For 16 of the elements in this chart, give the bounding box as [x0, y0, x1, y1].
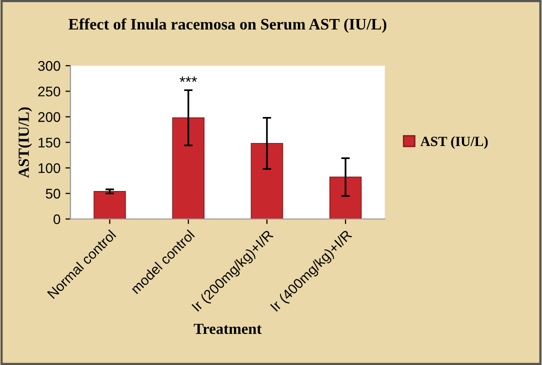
chart-title: Effect of Inula racemosa on Serum AST (IU/L)	[68, 18, 386, 33]
y-tick-label: 150	[38, 138, 60, 148]
legend-label: AST (IU/L)	[420, 136, 488, 149]
x-axis-title: Treatment	[194, 324, 262, 334]
annotation: ***	[180, 76, 198, 82]
bar	[172, 117, 204, 219]
bar	[250, 142, 284, 219]
y-tick-label: 200	[38, 112, 60, 122]
bar	[94, 190, 126, 219]
y-tick-label: 0	[54, 214, 60, 224]
y-tick-label: 50	[46, 188, 60, 199]
y-tick-label: 300	[38, 61, 60, 71]
bar	[329, 176, 362, 219]
y-tick-label: 100	[38, 163, 60, 174]
y-axis-title: AST(IU/L)	[18, 107, 32, 178]
y-tick-label: 250	[38, 86, 60, 96]
